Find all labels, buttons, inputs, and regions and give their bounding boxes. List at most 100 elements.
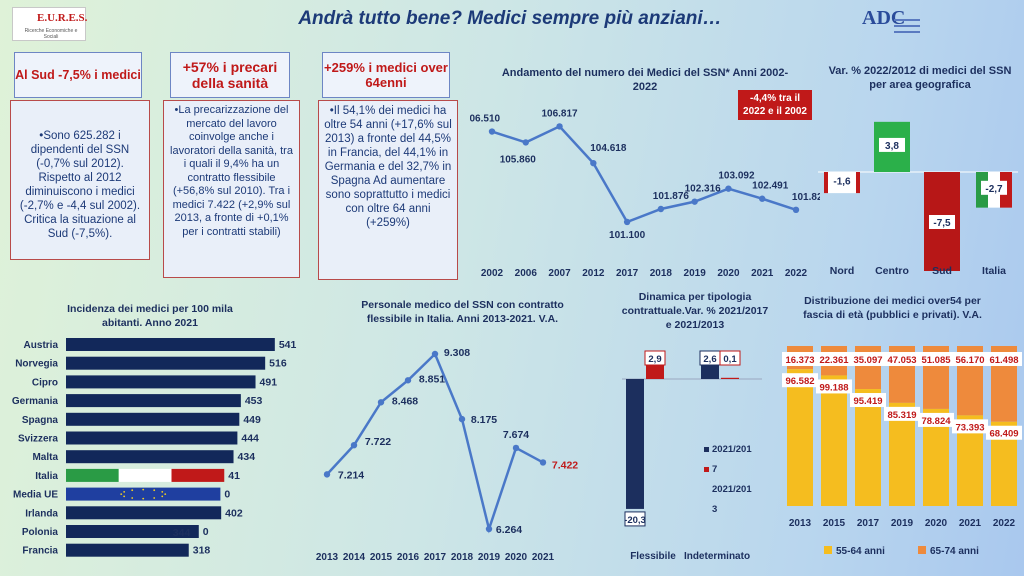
data-point (377, 399, 385, 406)
bar-segment (855, 389, 881, 506)
category-label: Cipro (32, 377, 58, 388)
data-label-bg (981, 180, 1007, 195)
bar (66, 543, 189, 557)
data-label-bg (644, 350, 666, 366)
chart3-title: Incidenza dei medici per 100 mila abitan… (67, 303, 233, 329)
data-label: 0 (203, 526, 209, 538)
data-label: 318 (193, 545, 211, 557)
logo-tagline: Ricerche Economiche e Sociali (24, 28, 78, 40)
data-label-bg (986, 425, 1022, 440)
legend-swatch (704, 447, 709, 452)
eu-star (153, 497, 156, 499)
x-tick-label: 2012 (582, 268, 605, 279)
chart5-svg: -20,3 2,9 Flessibile 2,6 0,1 Indeterminato 202… (622, 350, 762, 562)
bar-flag-white (118, 468, 172, 482)
legend-label: 2021/201 (712, 484, 752, 495)
bar (66, 394, 241, 408)
category-label: Media UE (13, 490, 58, 501)
data-point (759, 195, 766, 202)
data-label: 35.097 (853, 355, 882, 366)
data-label-bg (879, 137, 905, 152)
data-label-bg (850, 352, 886, 366)
data-label: 106.510 (470, 114, 501, 125)
x-tick-label: 2018 (451, 552, 474, 563)
bar (66, 431, 238, 445)
bar (66, 338, 275, 351)
data-label-bg (918, 352, 954, 366)
chart4-title: Personale medico del SSN con contratto f… (361, 299, 564, 325)
bar (701, 362, 719, 379)
chart2-svg: -1,6 Nord 3,8 Centro -7,5 Sud -2,7 Italia (818, 121, 1018, 277)
data-point (350, 441, 358, 449)
category-label: Svizzera (18, 434, 58, 445)
data-label-bg (918, 412, 954, 427)
data-label: 68.409 (989, 429, 1018, 440)
data-label-bg (850, 393, 886, 408)
data-label: 8.468 (392, 395, 418, 407)
data-label-bg (884, 352, 920, 366)
data-label-bg (952, 419, 988, 434)
data-point (458, 415, 466, 423)
data-label-bg (816, 379, 852, 394)
category-label: Irlanda (25, 508, 58, 519)
x-tick-label: 2016 (397, 552, 420, 563)
data-label: 102.316 (685, 184, 722, 195)
bar (66, 525, 199, 538)
x-tick-label: 2020 (505, 552, 528, 563)
data-point (623, 218, 631, 226)
eu-star (142, 497, 145, 500)
data-label-bg (829, 173, 855, 188)
data-point (657, 205, 665, 213)
legend-swatch (918, 546, 926, 554)
data-label: 101.827 (792, 192, 820, 203)
bar-flag-red (171, 468, 225, 482)
data-label: -1,6 (833, 177, 851, 188)
data-label: 7.674 (503, 429, 529, 441)
data-label: 453 (245, 395, 263, 407)
bar (66, 487, 221, 501)
data-label: 41 (228, 470, 240, 482)
data-point (323, 471, 331, 478)
data-point (590, 159, 597, 167)
data-label: 449 (243, 414, 261, 426)
x-tick-label: Centro (875, 265, 909, 277)
data-label: 0 (224, 489, 230, 501)
data-label: 0,1 (723, 354, 737, 365)
legend-label: 7 (712, 464, 717, 475)
bar (66, 356, 266, 370)
box2-title: +57% i precari della sanità (170, 52, 290, 98)
x-tick-label: 2018 (650, 268, 673, 279)
x-tick-label: 2019 (684, 268, 707, 279)
bar (66, 375, 256, 389)
category-label: Malta (32, 452, 58, 463)
category-label: Norvegia (15, 359, 58, 370)
data-label-bg (884, 406, 920, 421)
adc-logo-text: ADC (862, 7, 906, 29)
data-label-bg (816, 352, 852, 366)
eu-star (142, 488, 145, 491)
data-label: 22.361 (819, 355, 849, 366)
eu-star (153, 489, 156, 492)
data-label-bg (929, 215, 955, 229)
data-label-bg (719, 350, 741, 366)
data-label: 99.188 (819, 382, 848, 393)
eu-star (131, 497, 134, 499)
legend-label: 55-64 anni (836, 546, 885, 557)
data-label: 61.498 (989, 355, 1018, 366)
bar-stripe (824, 172, 828, 194)
data-label: 73.393 (955, 422, 984, 433)
data-point (512, 444, 520, 452)
x-tick-label: 2022 (993, 518, 1016, 529)
data-label: 444 (241, 433, 259, 445)
x-tick-label: 2022 (785, 268, 808, 279)
data-point (485, 525, 493, 533)
category-label: Spagna (22, 415, 59, 426)
legend-label: 2021/201 (712, 444, 752, 455)
chart3-svg: Austria 541 Norvegia 516 Cipro 491 Germania 453… (12, 338, 297, 557)
x-tick-label: 2021 (532, 552, 555, 563)
data-label: 85.319 (887, 410, 916, 421)
bar-flag-green (66, 468, 119, 482)
data-label: 8.175 (471, 414, 497, 426)
data-label: 78.824 (921, 416, 951, 427)
eu-star (120, 493, 123, 495)
